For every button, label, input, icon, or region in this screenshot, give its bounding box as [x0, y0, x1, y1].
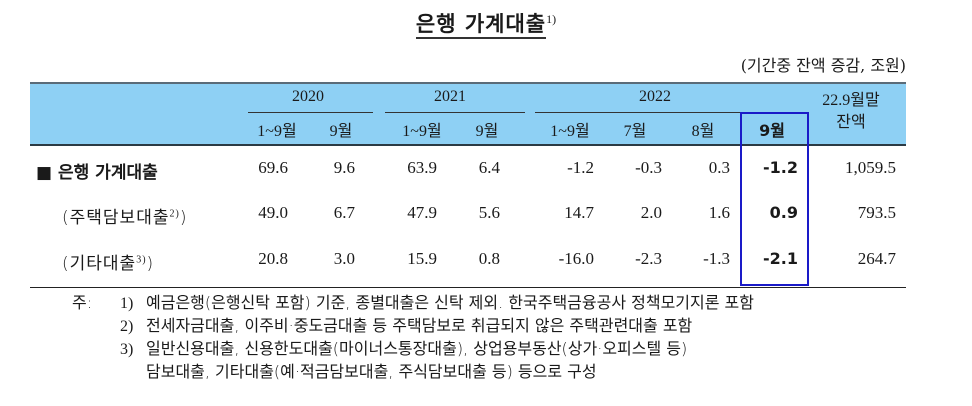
footnote-3: 3) 일반신용대출, 신용한도대출(마이너스통장대출), 상업용부동산(상가·오피…	[120, 339, 688, 358]
cell: 6.4	[478, 158, 500, 177]
footnote-2: 2) 전세자금대출, 이주비·중도금대출 등 주택담보로 취급되지 않은 주택관련…	[120, 316, 693, 335]
cell-balance: 1,059.5	[845, 158, 896, 177]
cell-balance: 793.5	[857, 203, 896, 222]
year-divider	[385, 112, 525, 113]
col-2022-9: 9월	[759, 121, 785, 140]
cell: 5.6	[478, 203, 500, 222]
cell-balance: 264.7	[857, 249, 896, 268]
row-label: (기타대출3))	[62, 254, 155, 274]
table-row: (주택담보대출2)) 49.0 6.7 47.9 5.6 14.7 2.0 1.…	[30, 195, 906, 235]
cell: -1.3	[703, 249, 730, 268]
cell: 3.0	[333, 249, 355, 268]
table-title: 은행 가계대출1)	[0, 8, 972, 39]
cell: 1.6	[708, 203, 730, 222]
footnotes: 주: 1) 예금은행(은행신탁 포함) 기준, 종별대출은 신탁 제외. 한국주택금…	[72, 292, 754, 383]
balance-header: 22.9월말 잔액	[806, 90, 896, 134]
table-header: 2020 1~9월 9월 2021 1~9월 9월 2022 1~9월 7월 8…	[30, 82, 906, 146]
col-2021-9: 9월	[475, 123, 499, 140]
col-2022-8: 8월	[691, 123, 715, 140]
cell: -0.3	[635, 158, 662, 177]
balance-line2: 잔액	[836, 114, 866, 131]
col-2020-9: 9월	[329, 123, 353, 140]
year-2020: 2020	[292, 88, 324, 105]
cell: 63.9	[407, 158, 437, 177]
cell: -1.2	[567, 158, 594, 177]
cell-highlight: -2.1	[763, 249, 798, 268]
cell-highlight: -1.2	[763, 158, 798, 177]
title-text: 은행 가계대출	[415, 12, 547, 39]
footnote-3-cont: 담보대출, 기타대출(예·적금담보대출, 주식담보대출 등) 등으로 구성	[146, 362, 597, 381]
cell: 9.6	[333, 158, 355, 177]
row-label: (주택담보대출2))	[62, 208, 188, 228]
cell: 47.9	[407, 203, 437, 222]
year-divider	[535, 112, 805, 113]
cell: 0.3	[708, 158, 730, 177]
cell-highlight: 0.9	[769, 203, 798, 222]
table-row: (기타대출3)) 20.8 3.0 15.9 0.8 -16.0 -2.3 -1…	[30, 241, 906, 281]
year-divider	[248, 112, 373, 113]
year-2021: 2021	[434, 88, 466, 105]
cell: 0.8	[478, 249, 500, 268]
col-2022-1-9: 1~9월	[550, 123, 590, 140]
cell: 49.0	[258, 203, 288, 222]
table-bottom-border	[30, 287, 906, 288]
balance-line1: 22.9월말	[822, 92, 880, 109]
col-2021-1-9: 1~9월	[402, 123, 442, 140]
cell: 20.8	[258, 249, 288, 268]
highlight-box-sept-2022	[740, 112, 809, 286]
table-row: ■ 은행 가계대출 69.6 9.6 63.9 6.4 -1.2 -0.3 0.…	[30, 150, 906, 190]
cell: 2.0	[640, 203, 662, 222]
row-label: ■ 은행 가계대출	[36, 163, 158, 183]
cell: 6.7	[333, 203, 355, 222]
cell: 15.9	[407, 249, 437, 268]
year-2022: 2022	[639, 88, 671, 105]
col-2020-1-9: 1~9월	[257, 123, 297, 140]
col-2022-7: 7월	[623, 123, 647, 140]
unit-label: (기간중 잔액 증감, 조원)	[740, 56, 906, 75]
cell: 69.6	[258, 158, 288, 177]
cell: -2.3	[635, 249, 662, 268]
cell: 14.7	[564, 203, 594, 222]
footnote-1: 주: 1) 예금은행(은행신탁 포함) 기준, 종별대출은 신탁 제외. 한국주택금…	[72, 293, 754, 312]
title-footnote: 1)	[546, 12, 557, 26]
cell: -16.0	[558, 249, 594, 268]
